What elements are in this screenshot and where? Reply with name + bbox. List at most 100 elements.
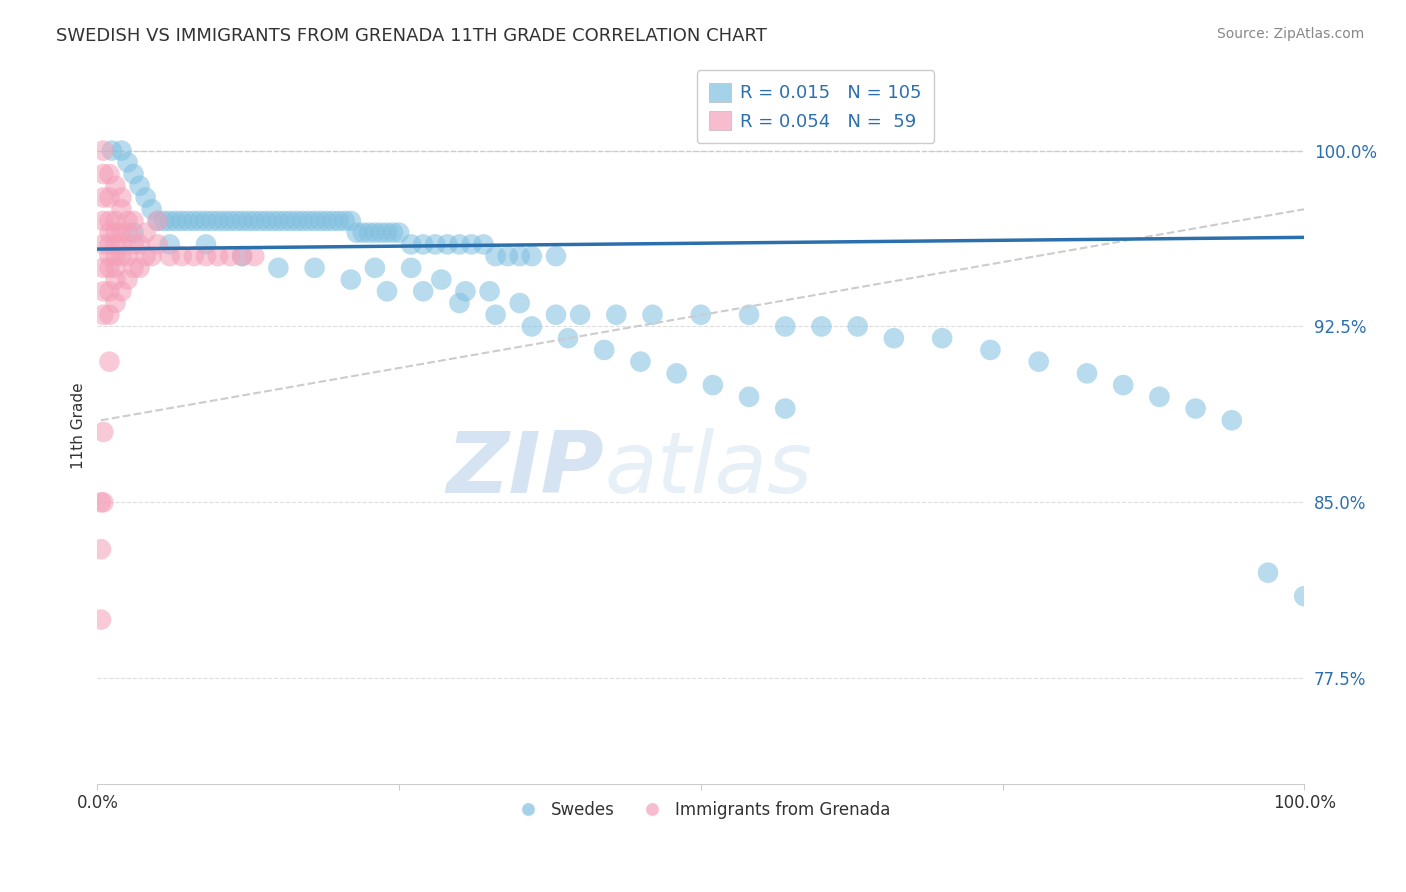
Point	[775, 401, 797, 416]
Point	[430, 272, 453, 286]
Point	[141, 202, 163, 217]
Point	[496, 249, 519, 263]
Point	[436, 237, 458, 252]
Point	[267, 260, 290, 275]
Point	[207, 214, 229, 228]
Point	[520, 319, 543, 334]
Point	[90, 542, 112, 557]
Point	[194, 249, 217, 263]
Point	[110, 144, 132, 158]
Point	[122, 167, 145, 181]
Point	[605, 308, 627, 322]
Point	[557, 331, 579, 345]
Point	[364, 226, 387, 240]
Point	[375, 285, 398, 299]
Point	[238, 214, 260, 228]
Point	[110, 237, 132, 252]
Point	[98, 190, 121, 204]
Point	[702, 378, 724, 392]
Point	[159, 237, 181, 252]
Point	[478, 285, 501, 299]
Point	[472, 237, 495, 252]
Point	[304, 260, 326, 275]
Point	[93, 285, 115, 299]
Point	[1257, 566, 1279, 580]
Point	[110, 202, 132, 217]
Point	[630, 354, 652, 368]
Point	[399, 260, 422, 275]
Point	[135, 190, 157, 204]
Point	[141, 249, 163, 263]
Point	[339, 272, 361, 286]
Point	[1220, 413, 1243, 427]
Point	[93, 237, 115, 252]
Point	[1076, 367, 1098, 381]
Text: atlas: atlas	[605, 427, 813, 510]
Point	[280, 214, 302, 228]
Point	[117, 226, 139, 240]
Point	[291, 214, 314, 228]
Point	[231, 214, 253, 228]
Point	[128, 260, 150, 275]
Point	[93, 214, 115, 228]
Point	[267, 214, 290, 228]
Point	[931, 331, 953, 345]
Point	[117, 249, 139, 263]
Point	[412, 237, 434, 252]
Point	[170, 249, 193, 263]
Point	[544, 249, 567, 263]
Point	[352, 226, 374, 240]
Point	[775, 319, 797, 334]
Point	[104, 249, 127, 263]
Point	[364, 260, 387, 275]
Point	[485, 249, 508, 263]
Point	[315, 214, 337, 228]
Point	[98, 226, 121, 240]
Point	[128, 178, 150, 193]
Point	[93, 308, 115, 322]
Point	[183, 249, 205, 263]
Point	[98, 167, 121, 181]
Point	[98, 308, 121, 322]
Point	[98, 249, 121, 263]
Point	[297, 214, 319, 228]
Point	[249, 214, 271, 228]
Point	[738, 390, 761, 404]
Point	[93, 167, 115, 181]
Point	[110, 226, 132, 240]
Point	[93, 144, 115, 158]
Point	[593, 343, 616, 357]
Point	[122, 260, 145, 275]
Point	[449, 237, 471, 252]
Text: SWEDISH VS IMMIGRANTS FROM GRENADA 11TH GRADE CORRELATION CHART: SWEDISH VS IMMIGRANTS FROM GRENADA 11TH …	[56, 27, 768, 45]
Point	[207, 249, 229, 263]
Point	[104, 214, 127, 228]
Point	[165, 214, 187, 228]
Point	[883, 331, 905, 345]
Point	[104, 272, 127, 286]
Point	[104, 237, 127, 252]
Point	[1184, 401, 1206, 416]
Point	[104, 226, 127, 240]
Point	[846, 319, 869, 334]
Point	[333, 214, 356, 228]
Text: ZIP: ZIP	[447, 427, 605, 510]
Point	[146, 214, 169, 228]
Point	[285, 214, 308, 228]
Point	[460, 237, 482, 252]
Point	[101, 144, 124, 158]
Point	[110, 190, 132, 204]
Y-axis label: 11th Grade: 11th Grade	[72, 383, 86, 469]
Point	[322, 214, 344, 228]
Point	[243, 214, 266, 228]
Text: Source: ZipAtlas.com: Source: ZipAtlas.com	[1216, 27, 1364, 41]
Point	[520, 249, 543, 263]
Point	[346, 226, 368, 240]
Point	[93, 190, 115, 204]
Point	[98, 260, 121, 275]
Point	[98, 214, 121, 228]
Point	[93, 260, 115, 275]
Point	[110, 249, 132, 263]
Point	[122, 237, 145, 252]
Point	[212, 214, 235, 228]
